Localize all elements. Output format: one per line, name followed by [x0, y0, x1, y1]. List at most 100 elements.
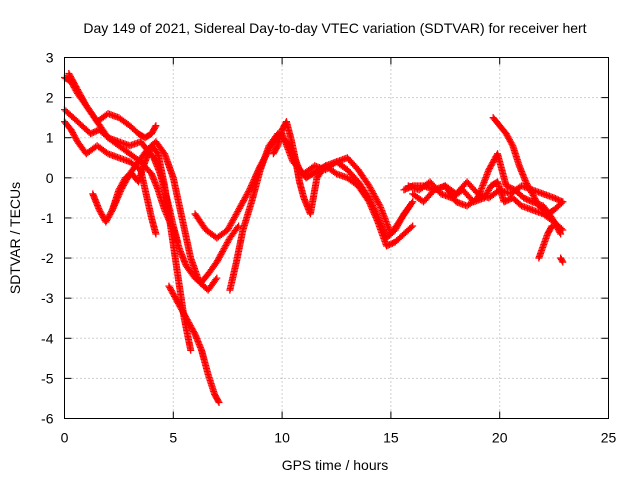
data-point: [508, 140, 516, 148]
data-point: [223, 239, 231, 247]
data-point: [533, 199, 541, 207]
data-point: [232, 211, 240, 219]
data-point: [366, 199, 374, 207]
data-point: [559, 198, 567, 206]
data-point: [222, 242, 230, 250]
data-point: [212, 276, 220, 284]
data-point: [216, 252, 224, 260]
series-trace-i: [226, 130, 417, 294]
y-axis-label: SDTVAR / TECUs: [7, 182, 23, 294]
axis-ticks: [64, 57, 609, 419]
data-point: [214, 397, 222, 405]
data-point: [233, 209, 241, 217]
x-tick-label: 20: [492, 430, 508, 446]
data-point: [283, 139, 291, 147]
data-point: [235, 206, 243, 214]
data-point: [503, 131, 511, 139]
data-point: [217, 251, 225, 259]
data-point: [112, 198, 120, 206]
data-point: [507, 139, 515, 147]
data-point: [234, 207, 242, 215]
data-point: [365, 198, 373, 206]
series-trace-o: [535, 222, 556, 262]
data-point: [527, 187, 535, 195]
data-point: [69, 129, 77, 137]
y-tick-label: -2: [41, 250, 54, 266]
series-trace-f: [108, 138, 221, 294]
data-point: [221, 243, 229, 251]
data-point: [368, 186, 376, 194]
data-point: [372, 213, 380, 221]
data-point: [111, 200, 119, 208]
data-point: [213, 274, 221, 282]
data-point: [364, 196, 372, 204]
y-tick-label: 1: [46, 130, 54, 146]
data-point: [504, 133, 512, 141]
data-point: [237, 201, 245, 209]
data-point: [68, 127, 76, 135]
data-point: [528, 190, 536, 198]
grid: [64, 57, 609, 419]
data-point: [116, 189, 124, 197]
data-point: [110, 203, 118, 211]
series-trace-j: [269, 118, 417, 238]
data-point: [97, 209, 105, 217]
data-point: [108, 207, 116, 215]
data-point: [368, 204, 376, 212]
data-point: [373, 216, 381, 224]
data-point: [559, 258, 567, 266]
data-point: [233, 223, 241, 231]
data-point: [524, 182, 532, 190]
data-point: [284, 141, 292, 149]
data-point: [369, 190, 377, 198]
data-point: [70, 132, 78, 140]
data-point: [98, 210, 106, 218]
y-tick-label: 2: [46, 90, 54, 106]
data-point: [367, 203, 375, 211]
data-point: [96, 207, 104, 215]
data-point: [240, 195, 248, 203]
data-point: [485, 186, 493, 194]
data-point: [215, 398, 223, 406]
data-point: [366, 201, 374, 209]
series-trace-d: [65, 70, 160, 142]
data-point: [375, 200, 383, 208]
data-point: [229, 217, 237, 225]
data-point: [230, 214, 238, 222]
data-point: [112, 197, 120, 205]
data-point: [374, 199, 382, 207]
series-trace-n: [489, 114, 567, 218]
series-trace-c: [61, 118, 160, 238]
data-point: [238, 200, 246, 208]
data-point: [226, 221, 234, 229]
data-point: [102, 218, 110, 226]
data-point: [152, 122, 160, 130]
data-point: [116, 187, 124, 195]
data-point: [218, 249, 226, 257]
y-tick-label: -1: [41, 210, 54, 226]
data-point: [72, 135, 80, 143]
data-point: [557, 199, 565, 207]
y-tick-label: 0: [46, 170, 54, 186]
data-point: [235, 204, 243, 212]
data-point: [241, 194, 249, 202]
data-point: [371, 193, 379, 201]
data-point: [558, 257, 566, 265]
x-axis-label: GPS time / hours: [282, 457, 389, 473]
plot-frame: [64, 57, 609, 419]
data-point: [69, 130, 77, 138]
x-tick-labels: 0 5 10 15 20 25: [61, 430, 617, 446]
x-tick-label: 25: [601, 430, 617, 446]
data-point: [151, 123, 159, 131]
data-point: [532, 196, 540, 204]
x-tick-label: 5: [169, 430, 177, 446]
data-point: [407, 223, 415, 231]
x-tick-label: 0: [61, 430, 69, 446]
y-tick-label: -3: [41, 290, 54, 306]
data-point: [239, 198, 247, 206]
data-point: [482, 191, 490, 199]
data-point: [244, 189, 252, 197]
data-point: [152, 230, 160, 238]
data-point: [547, 223, 555, 231]
data-point: [243, 190, 251, 198]
